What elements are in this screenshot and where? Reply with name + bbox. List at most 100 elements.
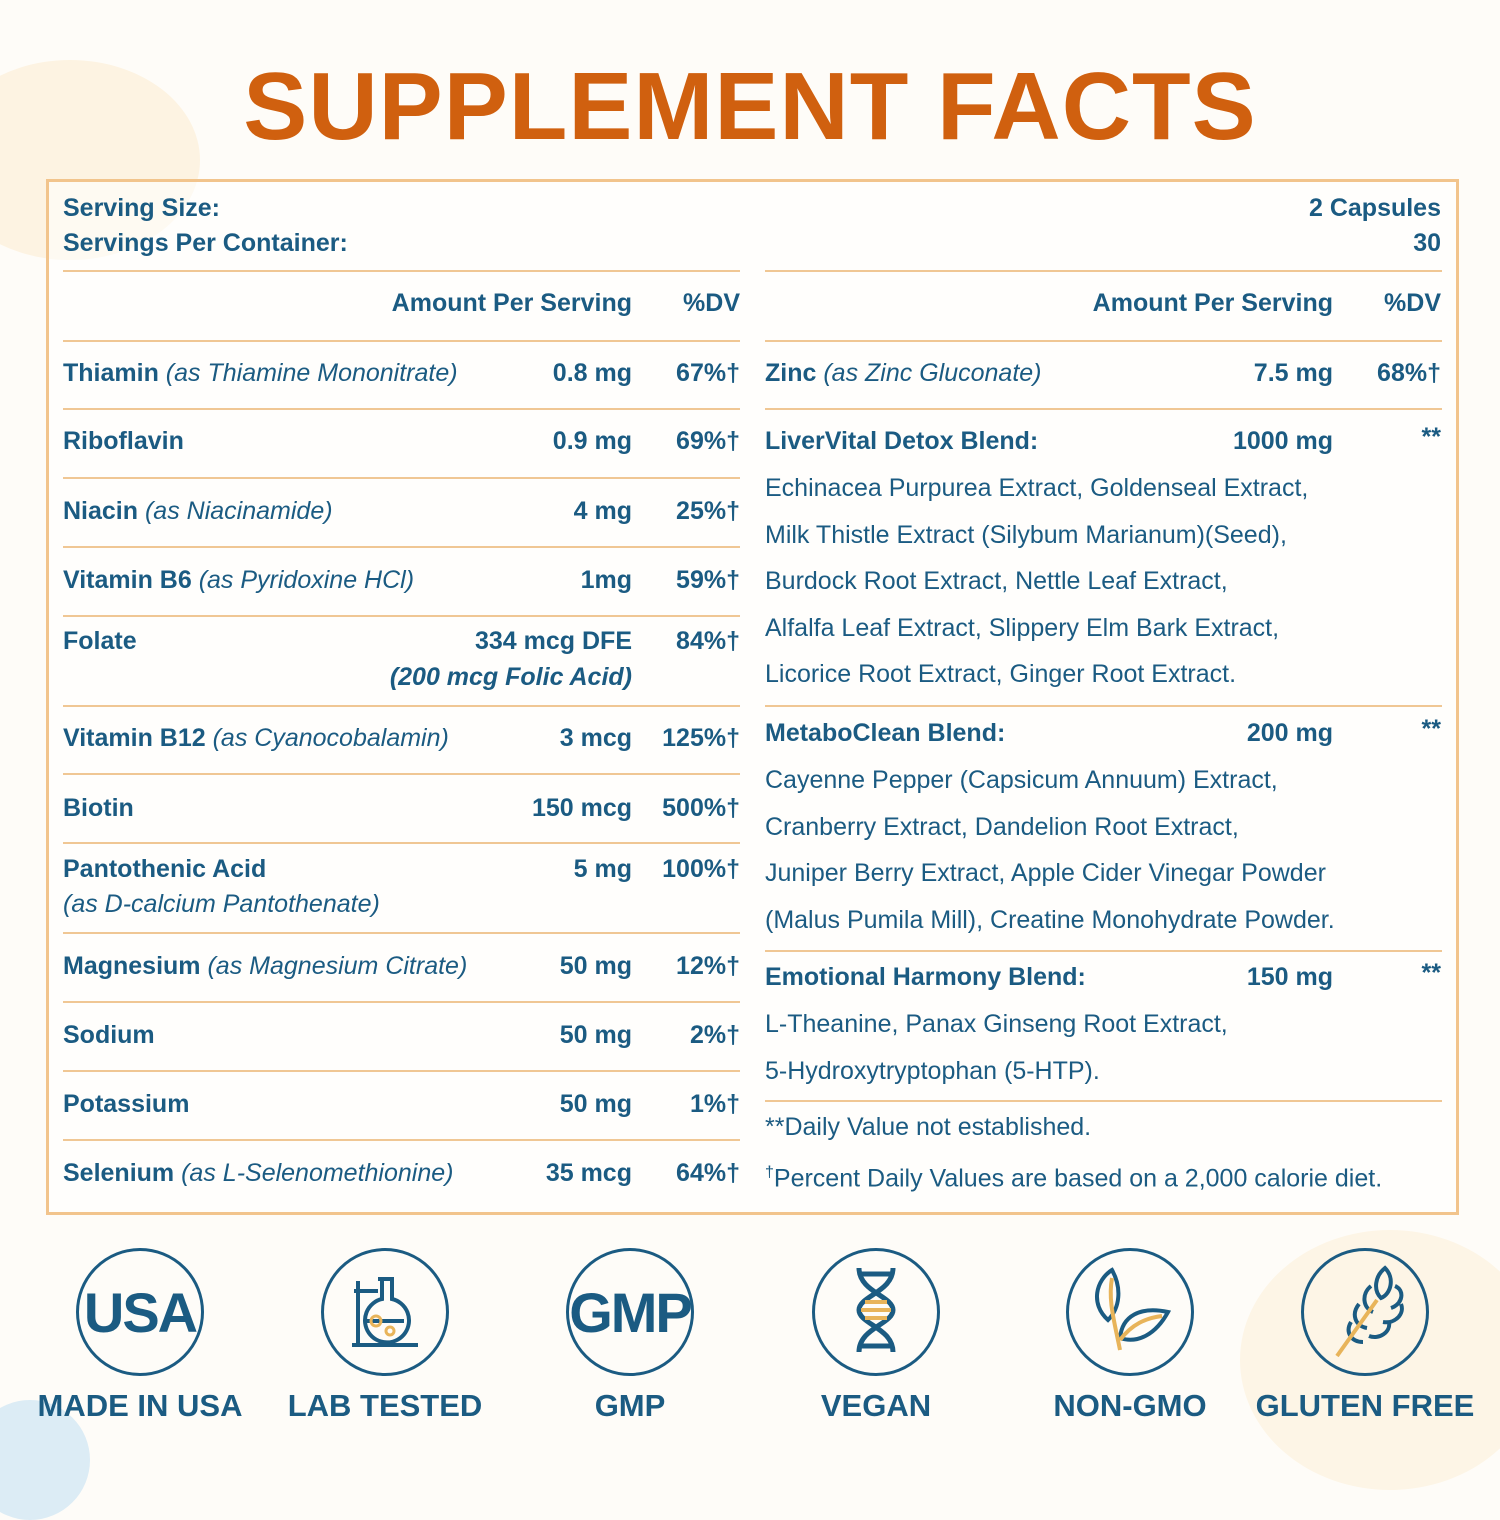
blend-ingredients: Echinacea Purpurea Extract, Goldenseal E… bbox=[765, 474, 1309, 502]
badge-non-gmo bbox=[1066, 1248, 1194, 1376]
serving-size-label: Serving Size: bbox=[63, 194, 220, 222]
blend-name: MetaboClean Blend: bbox=[765, 719, 1006, 747]
blend-ingredients: 5-Hydroxytryptophan (5-HTP). bbox=[765, 1056, 1100, 1085]
badge-made-in-usa: USA bbox=[76, 1248, 204, 1376]
blend-ingredients: Juniper Berry Extract, Apple Cider Vineg… bbox=[765, 859, 1326, 887]
divider bbox=[63, 1139, 740, 1141]
nutrient-dv: 25%† bbox=[676, 497, 740, 525]
blend-name: LiverVital Detox Blend: bbox=[765, 427, 1039, 455]
dna-icon bbox=[841, 1262, 911, 1363]
nutrient-source: (as D-calcium Pantothenate) bbox=[63, 890, 380, 918]
blend-amount: 200 mg bbox=[1246, 719, 1333, 747]
servings-per-container-value: 30 bbox=[1413, 229, 1441, 257]
blend-ingredients: L-Theanine, Panax Ginseng Root Extract, bbox=[765, 1010, 1228, 1038]
divider bbox=[765, 705, 1442, 707]
page-title: SUPPLEMENT FACTS bbox=[243, 53, 1257, 160]
divider bbox=[765, 270, 1442, 272]
nutrient-label: Folate bbox=[63, 627, 137, 655]
nutrient-amount: 50 mg bbox=[559, 1090, 632, 1118]
footnote-dv-not-established: **Daily Value not established. bbox=[765, 1113, 1092, 1141]
nutrient-name: Vitamin B6 (as Pyridoxine HCl) bbox=[63, 565, 414, 595]
nutrient-dv: 125%† bbox=[662, 724, 740, 752]
nutrient-label: Biotin bbox=[63, 794, 134, 822]
blend-ingredients: (Malus Pumila Mill), Creatine Monohydrat… bbox=[765, 905, 1335, 934]
nutrient-label: Niacin bbox=[63, 497, 139, 525]
nutrient-dv: 84%† bbox=[676, 627, 740, 655]
nutrient-amount: 35 mcg bbox=[545, 1159, 632, 1187]
dagger-symbol: † bbox=[765, 1164, 774, 1181]
nutrient-amount: 0.9 mg bbox=[552, 427, 632, 455]
nutrient-amount: 50 mg bbox=[559, 1021, 632, 1049]
amount-header: Amount Per Serving bbox=[1092, 289, 1333, 317]
divider bbox=[63, 270, 740, 272]
divider bbox=[765, 950, 1442, 952]
footnote-text: Percent Daily Values are based on a 2,00… bbox=[773, 1164, 1383, 1193]
nutrient-source: (as L-Selenomethionine) bbox=[181, 1159, 454, 1187]
badge-label: GLUTEN FREE bbox=[1255, 1388, 1475, 1423]
nutrient-name: Vitamin B12 (as Cyanocobalamin) bbox=[63, 723, 449, 753]
nutrient-name: Riboflavin bbox=[63, 426, 184, 456]
gmp-text-icon: GMP bbox=[569, 1280, 693, 1344]
nutrient-label: Riboflavin bbox=[63, 427, 184, 455]
divider bbox=[63, 546, 740, 548]
blend-ingredients: Milk Thistle Extract (Silybum Marianum)(… bbox=[765, 520, 1287, 549]
servings-per-container-label: Servings Per Container: bbox=[63, 229, 348, 257]
nutrient-name: Potassium bbox=[63, 1089, 189, 1119]
badge-lab-tested bbox=[321, 1248, 449, 1376]
nutrient-amount: 0.8 mg bbox=[552, 359, 632, 387]
nutrient-source: (as Thiamine Mononitrate) bbox=[165, 359, 458, 387]
leaf-icon bbox=[1080, 1260, 1180, 1365]
nutrient-dv: 67%† bbox=[676, 359, 740, 387]
nutrient-name: Niacin (as Niacinamide) bbox=[63, 496, 333, 526]
nutrient-label: Vitamin B6 bbox=[63, 566, 192, 594]
blend-dv: ** bbox=[1421, 715, 1441, 743]
nutrient-amount: 3 mcg bbox=[559, 724, 632, 752]
dv-header: %DV bbox=[683, 289, 740, 317]
blend-dv: ** bbox=[1421, 423, 1441, 451]
blend-ingredients: Alfalfa Leaf Extract, Slippery Elm Bark … bbox=[765, 613, 1280, 642]
wheat-icon bbox=[1315, 1260, 1415, 1365]
nutrient-source: (as Niacinamide) bbox=[144, 497, 333, 525]
nutrient-source: (as Cyanocobalamin) bbox=[212, 724, 449, 752]
nutrient-name: Biotin bbox=[63, 793, 134, 823]
blend-ingredients: Cayenne Pepper (Capsicum Annuum) Extract… bbox=[765, 766, 1278, 794]
nutrient-amount: 334 mcg DFE bbox=[474, 627, 632, 655]
divider bbox=[765, 340, 1442, 342]
nutrient-name: Folate bbox=[63, 626, 137, 656]
nutrient-name: Sodium bbox=[63, 1020, 155, 1050]
nutrient-label: Vitamin B12 bbox=[63, 724, 206, 752]
divider bbox=[765, 408, 1442, 410]
divider bbox=[63, 1001, 740, 1003]
nutrient-name: Selenium (as L-Selenomethionine) bbox=[63, 1158, 454, 1188]
usa-text-icon: USA bbox=[83, 1280, 198, 1344]
blend-dv: ** bbox=[1421, 959, 1441, 987]
blend-amount: 150 mg bbox=[1246, 963, 1333, 991]
nutrient-dv: 68%† bbox=[1377, 359, 1441, 387]
nutrient-label: Selenium bbox=[63, 1159, 175, 1187]
divider bbox=[63, 773, 740, 775]
blend-ingredients: Licorice Root Extract, Ginger Root Extra… bbox=[765, 660, 1237, 688]
badge-label: GMP bbox=[594, 1388, 666, 1423]
blend-ingredients: Burdock Root Extract, Nettle Leaf Extrac… bbox=[765, 567, 1228, 595]
serving-size-value: 2 Capsules bbox=[1308, 194, 1441, 222]
divider bbox=[63, 615, 740, 617]
divider bbox=[63, 842, 740, 844]
nutrient-dv: 12%† bbox=[676, 952, 740, 980]
nutrient-source: (as Magnesium Citrate) bbox=[207, 952, 468, 980]
badge-label: NON-GMO bbox=[1053, 1388, 1207, 1423]
nutrient-dv: 64%† bbox=[676, 1159, 740, 1187]
badge-label: MADE IN USA bbox=[37, 1388, 243, 1423]
badge-gluten-free bbox=[1301, 1248, 1429, 1376]
nutrient-amount: 150 mcg bbox=[531, 794, 632, 822]
blend-name: Emotional Harmony Blend: bbox=[765, 963, 1086, 991]
nutrient-label: Magnesium bbox=[63, 952, 201, 980]
nutrient-label: Zinc bbox=[765, 359, 817, 387]
nutrient-name: Zinc (as Zinc Gluconate) bbox=[765, 358, 1042, 388]
nutrient-amount-detail: (200 mcg Folic Acid) bbox=[389, 663, 632, 691]
nutrient-dv: 2%† bbox=[689, 1021, 740, 1049]
nutrient-name: Magnesium (as Magnesium Citrate) bbox=[63, 951, 467, 981]
nutrient-name: Thiamin (as Thiamine Mononitrate) bbox=[63, 358, 458, 388]
nutrient-amount: 5 mg bbox=[573, 855, 632, 883]
nutrient-label: Potassium bbox=[63, 1090, 190, 1118]
blend-ingredients: Cranberry Extract, Dandelion Root Extrac… bbox=[765, 812, 1239, 841]
